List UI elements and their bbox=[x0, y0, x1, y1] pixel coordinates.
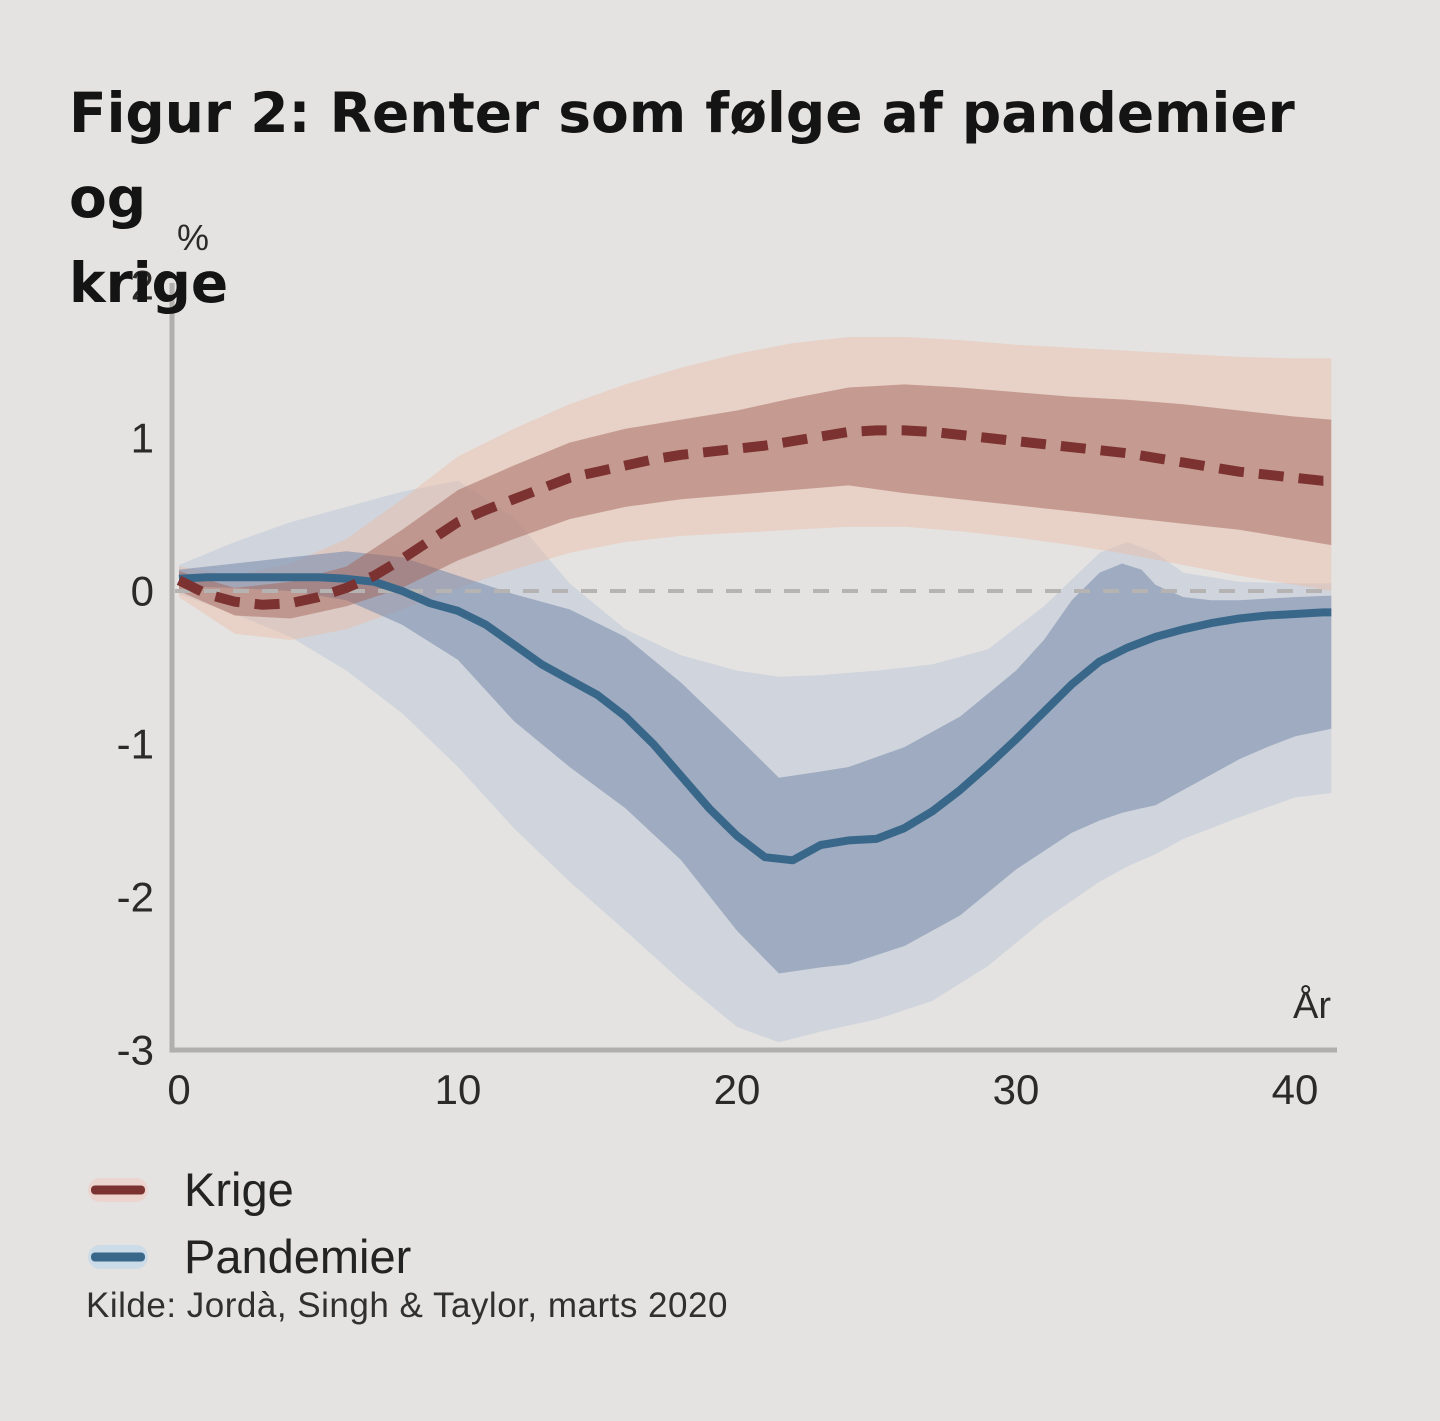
krige-swatch-bar bbox=[91, 1185, 145, 1194]
y-tick-label: -1 bbox=[117, 721, 154, 768]
legend-label-pandemier: Pandemier bbox=[184, 1230, 412, 1283]
legend-label-krige: Krige bbox=[184, 1163, 294, 1216]
chart-legend: Krige Pandemier bbox=[88, 1156, 411, 1290]
x-tick-label: 40 bbox=[1272, 1066, 1319, 1113]
figure-title-line-2: krige bbox=[69, 251, 229, 316]
krige-line-swatch bbox=[88, 1177, 148, 1202]
x-tick-label: 0 bbox=[167, 1066, 190, 1113]
pandemier-inner-band bbox=[179, 551, 1332, 974]
x-axis-unit-label: År bbox=[1293, 983, 1331, 1027]
x-tick-label: 10 bbox=[435, 1066, 482, 1113]
y-tick-label: 2 bbox=[131, 262, 154, 309]
pandemier-line-swatch bbox=[88, 1244, 148, 1269]
legend-item-krige: Krige bbox=[88, 1156, 411, 1223]
axes bbox=[169, 283, 1337, 1053]
krige-line bbox=[176, 425, 1332, 610]
figure-title: Figur 2: Renter som følge af pandemier o… bbox=[69, 71, 1379, 327]
y-tick-label: 1 bbox=[131, 415, 154, 462]
pandemier-line bbox=[178, 573, 1332, 865]
source-note: Kilde: Jordà, Singh & Taylor, marts 2020 bbox=[86, 1286, 728, 1325]
x-tick-label: 30 bbox=[993, 1066, 1040, 1113]
y-tick-label: -2 bbox=[117, 874, 154, 921]
x-tick-label: 20 bbox=[714, 1066, 761, 1113]
figure-title-line-1: Figur 2: Renter som følge af pandemier o… bbox=[69, 80, 1295, 231]
y-tick-label: 0 bbox=[131, 568, 154, 615]
y-tick-label: -3 bbox=[117, 1027, 154, 1074]
pandemier-swatch-bar bbox=[91, 1252, 145, 1261]
legend-item-pandemier: Pandemier bbox=[88, 1223, 411, 1290]
y-axis-unit-label: % bbox=[177, 217, 209, 258]
